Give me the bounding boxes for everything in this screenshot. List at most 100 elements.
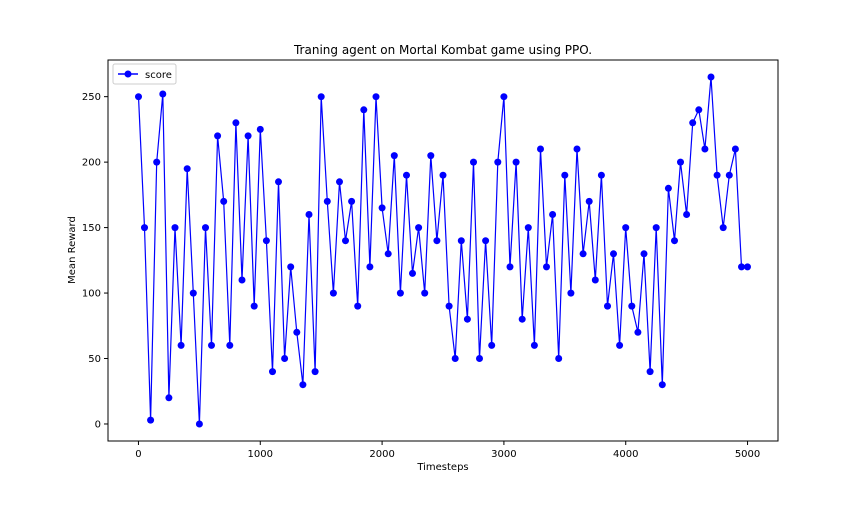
data-point [208, 341, 215, 349]
data-point [445, 302, 453, 310]
x-axis: 0 1000 2000 3000 4000 5000 [135, 441, 760, 460]
data-point [439, 171, 447, 179]
data-point [165, 394, 173, 402]
data-point [476, 355, 483, 362]
data-point [366, 263, 374, 271]
legend: score [112, 63, 177, 85]
data-point [171, 224, 179, 232]
data-point [360, 106, 368, 114]
data-point [494, 158, 502, 166]
data-point [719, 224, 727, 232]
data-point [463, 315, 471, 323]
data-point [677, 158, 684, 166]
y-tick-label: 50 [88, 354, 101, 365]
data-point [378, 204, 386, 212]
data-point [141, 224, 148, 232]
data-point [634, 328, 642, 336]
data-point [244, 132, 252, 140]
y-tick-label: 250 [82, 92, 101, 103]
data-point [658, 381, 666, 389]
data-point [555, 355, 563, 362]
data-point [403, 171, 410, 179]
data-point [342, 237, 349, 245]
data-point [646, 368, 654, 376]
x-tick-label: 2000 [369, 449, 394, 460]
data-point [384, 250, 392, 258]
x-axis-label: Timesteps [416, 462, 468, 473]
data-point [238, 276, 246, 284]
data-point [585, 197, 593, 205]
data-point [147, 416, 155, 424]
data-point [135, 93, 142, 101]
data-point [604, 302, 611, 310]
data-point [549, 211, 557, 218]
data-point [348, 197, 356, 205]
data-point [189, 289, 197, 297]
data-point [713, 171, 721, 179]
data-point [640, 250, 648, 258]
data-point [354, 302, 362, 310]
data-point [506, 263, 514, 271]
data-point [744, 263, 751, 271]
x-tick-label: 4000 [613, 449, 638, 460]
data-point [512, 158, 520, 166]
x-tick-label: 5000 [735, 449, 760, 460]
data-point [616, 341, 624, 349]
data-point [336, 178, 343, 186]
y-axis: 0 50 100 150 200 250 [82, 92, 108, 430]
data-point [427, 152, 435, 160]
data-point [220, 197, 228, 205]
data-point [567, 289, 575, 297]
data-point [433, 237, 441, 245]
x-tick-label: 1000 [248, 449, 273, 460]
data-point [226, 341, 234, 349]
data-point [323, 197, 331, 205]
data-point [396, 289, 404, 297]
data-point [610, 250, 617, 258]
x-tick-label: 0 [135, 449, 141, 460]
data-point [317, 93, 325, 101]
legend-box [112, 63, 177, 85]
data-point [214, 132, 222, 140]
data-point [488, 341, 496, 349]
data-point [695, 106, 703, 114]
data-point [597, 171, 605, 179]
data-point [482, 237, 490, 245]
data-point [409, 269, 416, 277]
data-point [299, 381, 307, 389]
legend-label-score: score [145, 70, 172, 81]
data-point [689, 119, 697, 127]
data-point [543, 263, 550, 271]
y-axis-label: Mean Reward [67, 216, 78, 284]
data-point [183, 165, 191, 173]
data-point [470, 158, 477, 166]
data-point [281, 355, 289, 362]
y-tick-label: 0 [95, 419, 101, 430]
data-point [202, 224, 209, 232]
y-tick-label: 100 [82, 289, 101, 300]
data-point [159, 90, 167, 98]
y-tick-label: 200 [82, 158, 101, 169]
data-point [731, 145, 739, 153]
data-point [421, 289, 429, 297]
data-point [524, 224, 532, 232]
data-point [573, 145, 581, 153]
data-point [269, 368, 276, 376]
data-point [683, 211, 691, 218]
data-point [250, 302, 258, 310]
data-point [293, 328, 301, 336]
data-point [664, 184, 672, 192]
data-point [451, 355, 459, 362]
data-point [195, 420, 203, 428]
plot-frame [107, 59, 779, 442]
data-point [275, 178, 282, 186]
x-tick-label: 3000 [491, 449, 516, 460]
data-point [232, 119, 240, 127]
data-point [500, 93, 508, 101]
data-point [701, 145, 709, 153]
data-point [707, 73, 715, 81]
data-point [652, 224, 660, 232]
plot-area [135, 73, 751, 428]
